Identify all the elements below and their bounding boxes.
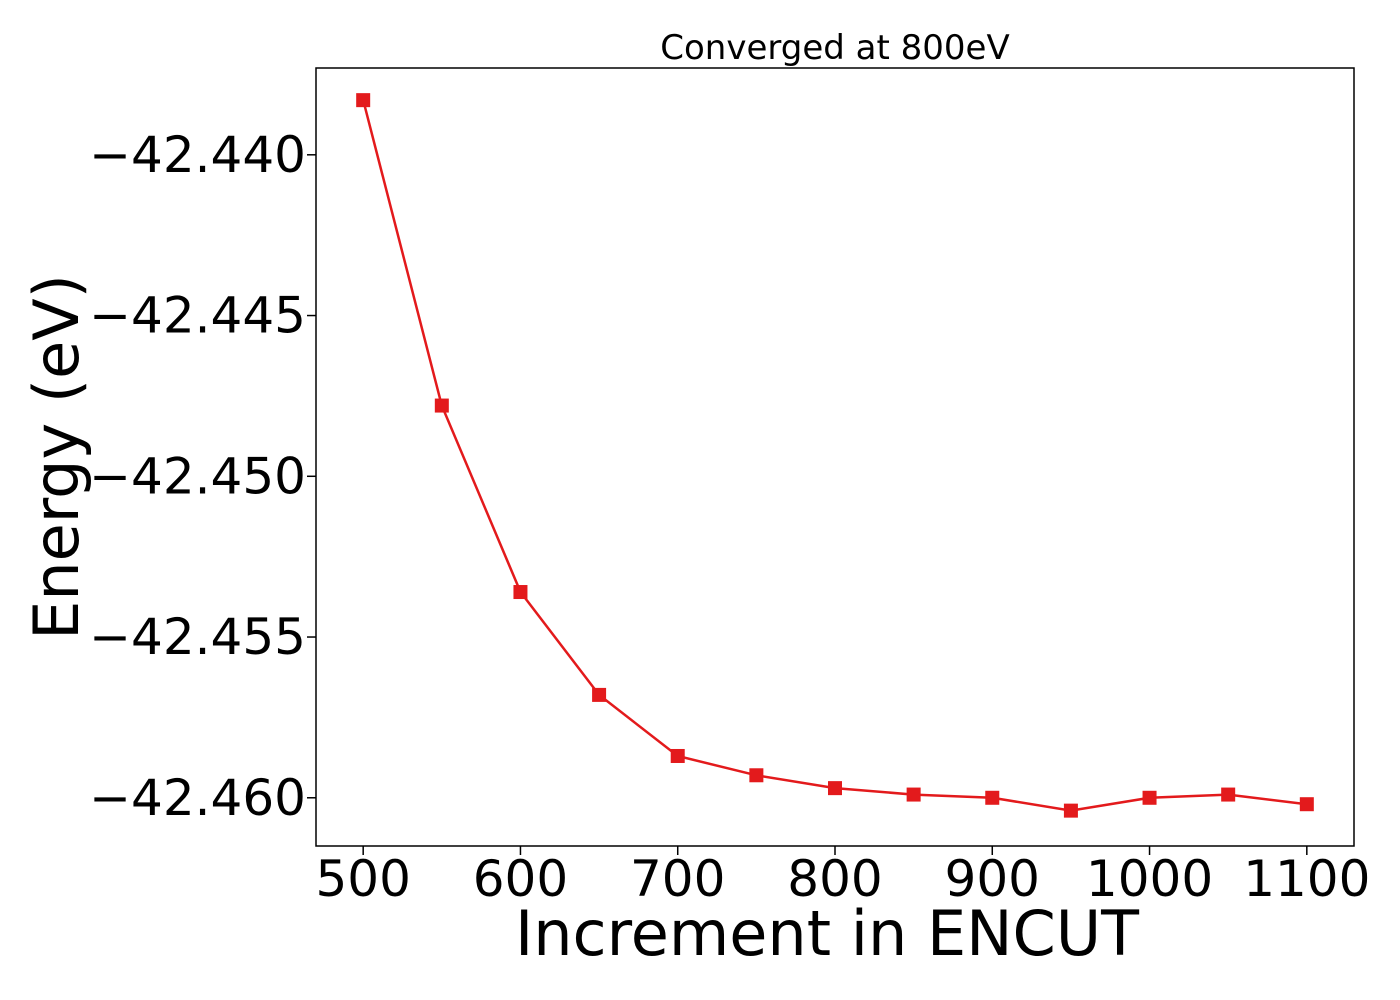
y-tick-label: −42.455	[89, 608, 306, 666]
data-point	[749, 768, 764, 783]
y-axis-label: Energy (eV)	[20, 274, 93, 640]
series-layer	[356, 93, 1314, 818]
data-point	[906, 787, 921, 802]
x-axis-ticks: 500 600 700 800 900 1000 1100	[315, 846, 1370, 908]
x-tick-label: 600	[473, 850, 568, 908]
data-point	[1142, 790, 1157, 805]
data-point	[356, 93, 371, 108]
y-tick-label: −42.445	[89, 287, 306, 345]
data-point	[1063, 803, 1078, 818]
data-point	[828, 781, 842, 796]
x-tick-label: 800	[787, 850, 882, 908]
data-point	[513, 585, 528, 600]
y-tick-label: −42.440	[89, 126, 306, 184]
data-point	[985, 790, 1000, 805]
chart-title: Converged at 800eV	[660, 28, 1009, 68]
data-point	[592, 687, 607, 702]
data-point	[434, 398, 449, 413]
y-tick-label: −42.460	[89, 769, 306, 827]
data-point	[670, 748, 685, 763]
data-point	[1221, 787, 1236, 802]
x-tick-label: 700	[630, 850, 725, 908]
data-point	[1299, 797, 1314, 812]
y-tick-label: −42.450	[89, 447, 306, 505]
x-tick-label: 1000	[1086, 850, 1213, 908]
x-tick-label: 900	[945, 850, 1040, 908]
plot-frame	[315, 67, 1355, 847]
x-tick-label: 1100	[1243, 850, 1370, 908]
x-tick-label: 500	[315, 850, 410, 908]
y-axis-ticks: −42.440 −42.445 −42.450 −42.455 −42.460	[89, 126, 316, 827]
x-axis-label: Increment in ENCUT	[515, 897, 1140, 970]
